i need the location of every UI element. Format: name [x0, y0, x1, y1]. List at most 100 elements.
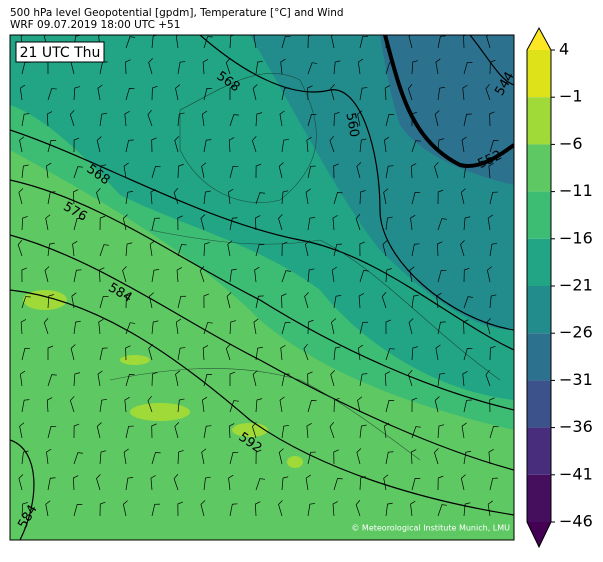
wind-barb — [281, 322, 291, 335]
wind-barb — [254, 266, 260, 283]
wind-barb — [252, 422, 257, 439]
colorbar-tick-label: −6 — [559, 134, 583, 153]
wind-barb — [203, 322, 213, 335]
wind-barb — [281, 293, 287, 309]
wind-barb — [73, 372, 81, 387]
wind-barb — [305, 188, 311, 205]
wind-barb — [47, 374, 57, 387]
colorbar-tick-label: −21 — [559, 276, 593, 295]
wind-barb — [124, 110, 130, 127]
wind-barb — [359, 476, 366, 491]
wind-barb — [229, 166, 239, 179]
wind-barb — [124, 396, 130, 413]
wind-barb — [252, 370, 258, 387]
wind-barb — [489, 111, 495, 127]
wind-barb — [411, 60, 419, 75]
wind-barb — [203, 242, 210, 257]
wind-barb — [125, 477, 134, 491]
wind-barb — [99, 267, 105, 283]
wind-barb — [202, 345, 209, 361]
wind-barb — [150, 189, 156, 205]
wind-barb — [47, 477, 56, 491]
wind-barb — [99, 244, 110, 257]
wind-barb — [96, 136, 102, 153]
wind-barb — [255, 449, 262, 465]
colorbar-bin — [527, 286, 551, 334]
wind-barb — [410, 500, 416, 517]
wind-barb — [333, 163, 339, 179]
wind-barb — [408, 35, 414, 49]
wind-barb — [43, 318, 49, 335]
wind-barb — [359, 270, 369, 283]
colorbar-under — [527, 522, 551, 547]
wind-barb — [385, 62, 395, 75]
wind-barb — [437, 270, 447, 283]
wind-barb — [434, 162, 439, 179]
wind-barb — [73, 320, 81, 335]
wind-barb — [359, 321, 369, 335]
wind-barb — [45, 214, 51, 231]
wind-barb — [359, 87, 368, 101]
wind-barb — [333, 192, 343, 205]
wind-barb — [72, 189, 79, 205]
wind-barb — [463, 399, 472, 413]
wind-barb — [46, 162, 52, 179]
wind-barb — [385, 113, 395, 127]
wind-barb — [383, 474, 389, 491]
wind-barb — [281, 476, 289, 491]
time-label: 21 UTC Thu — [20, 45, 101, 61]
wind-barb — [47, 88, 57, 101]
wind-barb — [227, 240, 233, 257]
wind-barb — [151, 503, 160, 517]
wind-barb — [151, 269, 160, 283]
wind-barb — [307, 371, 313, 387]
wind-barb — [123, 448, 129, 465]
wind-barb — [463, 164, 472, 179]
wind-barb — [411, 397, 418, 413]
wind-barb — [177, 398, 185, 413]
wind-barb — [385, 451, 394, 465]
wind-barb — [356, 448, 362, 465]
wind-barb — [97, 84, 103, 101]
colorbar-tick-label: −46 — [559, 512, 593, 531]
wind-barb — [489, 59, 496, 75]
wind-barb — [307, 35, 314, 49]
wind-barb — [251, 136, 257, 153]
wind-barb — [278, 162, 284, 179]
wind-barb — [437, 189, 444, 205]
colorbar-bin — [527, 50, 551, 98]
wind-barb — [463, 113, 472, 127]
wind-barb — [332, 501, 338, 517]
wind-barb — [125, 88, 135, 101]
wind-barb — [148, 58, 153, 75]
wind-barb — [489, 191, 498, 205]
wind-barb — [149, 292, 154, 309]
wind-barb — [331, 266, 337, 283]
colorbar-tick-label: −26 — [559, 323, 593, 342]
wind-barb — [122, 500, 128, 517]
wind-barb — [489, 426, 499, 439]
colorbar-bin — [527, 144, 551, 192]
wind-barb — [46, 397, 53, 413]
wind-barb — [489, 243, 498, 257]
wind-barb — [385, 268, 392, 283]
wind-barb — [173, 474, 179, 491]
wind-barb — [73, 452, 83, 465]
wind-barb — [463, 502, 471, 517]
colorbar-bin — [527, 238, 551, 286]
wind-barb — [73, 137, 80, 153]
wind-barb — [99, 112, 107, 127]
wind-barb — [486, 35, 491, 49]
wind-barb — [228, 423, 235, 439]
wind-barb — [96, 422, 102, 439]
wind-barb — [177, 112, 185, 127]
wind-barb — [357, 344, 364, 361]
wind-barb — [175, 370, 181, 387]
wind-barb — [359, 190, 366, 205]
wind-barb — [435, 344, 441, 361]
wind-barb — [19, 422, 25, 439]
wind-barb — [255, 112, 263, 127]
wind-barb — [73, 475, 79, 491]
wind-barb — [385, 348, 395, 361]
wind-barb — [359, 373, 368, 387]
